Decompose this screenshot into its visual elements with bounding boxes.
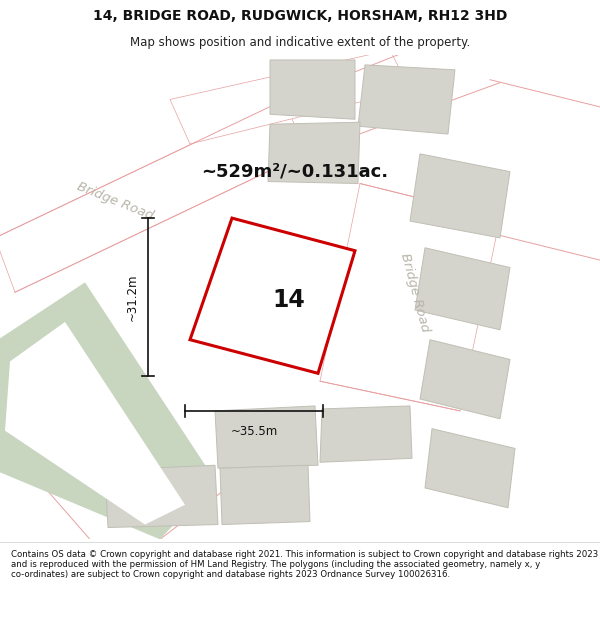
Polygon shape	[420, 340, 510, 419]
Text: Contains OS data © Crown copyright and database right 2021. This information is : Contains OS data © Crown copyright and d…	[11, 549, 598, 579]
Text: ~529m²/~0.131ac.: ~529m²/~0.131ac.	[202, 162, 389, 181]
Polygon shape	[170, 50, 410, 144]
Text: ~31.2m: ~31.2m	[126, 274, 139, 321]
Polygon shape	[270, 60, 355, 119]
Text: Bridge Road: Bridge Road	[75, 180, 155, 222]
Polygon shape	[5, 322, 185, 524]
Polygon shape	[320, 184, 500, 411]
Polygon shape	[415, 248, 510, 330]
Text: 14, BRIDGE ROAD, RUDGWICK, HORSHAM, RH12 3HD: 14, BRIDGE ROAD, RUDGWICK, HORSHAM, RH12…	[93, 9, 507, 24]
Polygon shape	[0, 282, 215, 539]
Polygon shape	[190, 218, 355, 373]
Text: 14: 14	[272, 288, 305, 312]
Polygon shape	[268, 122, 360, 184]
Polygon shape	[410, 154, 510, 238]
Text: Map shows position and indicative extent of the property.: Map shows position and indicative extent…	[130, 36, 470, 49]
Polygon shape	[105, 465, 218, 528]
Text: ~35.5m: ~35.5m	[230, 425, 278, 438]
Polygon shape	[358, 65, 455, 134]
Polygon shape	[320, 406, 412, 462]
Polygon shape	[0, 99, 305, 292]
Polygon shape	[425, 429, 515, 508]
Polygon shape	[215, 406, 318, 468]
Text: Bridge Road: Bridge Road	[398, 251, 432, 333]
Polygon shape	[220, 465, 310, 524]
